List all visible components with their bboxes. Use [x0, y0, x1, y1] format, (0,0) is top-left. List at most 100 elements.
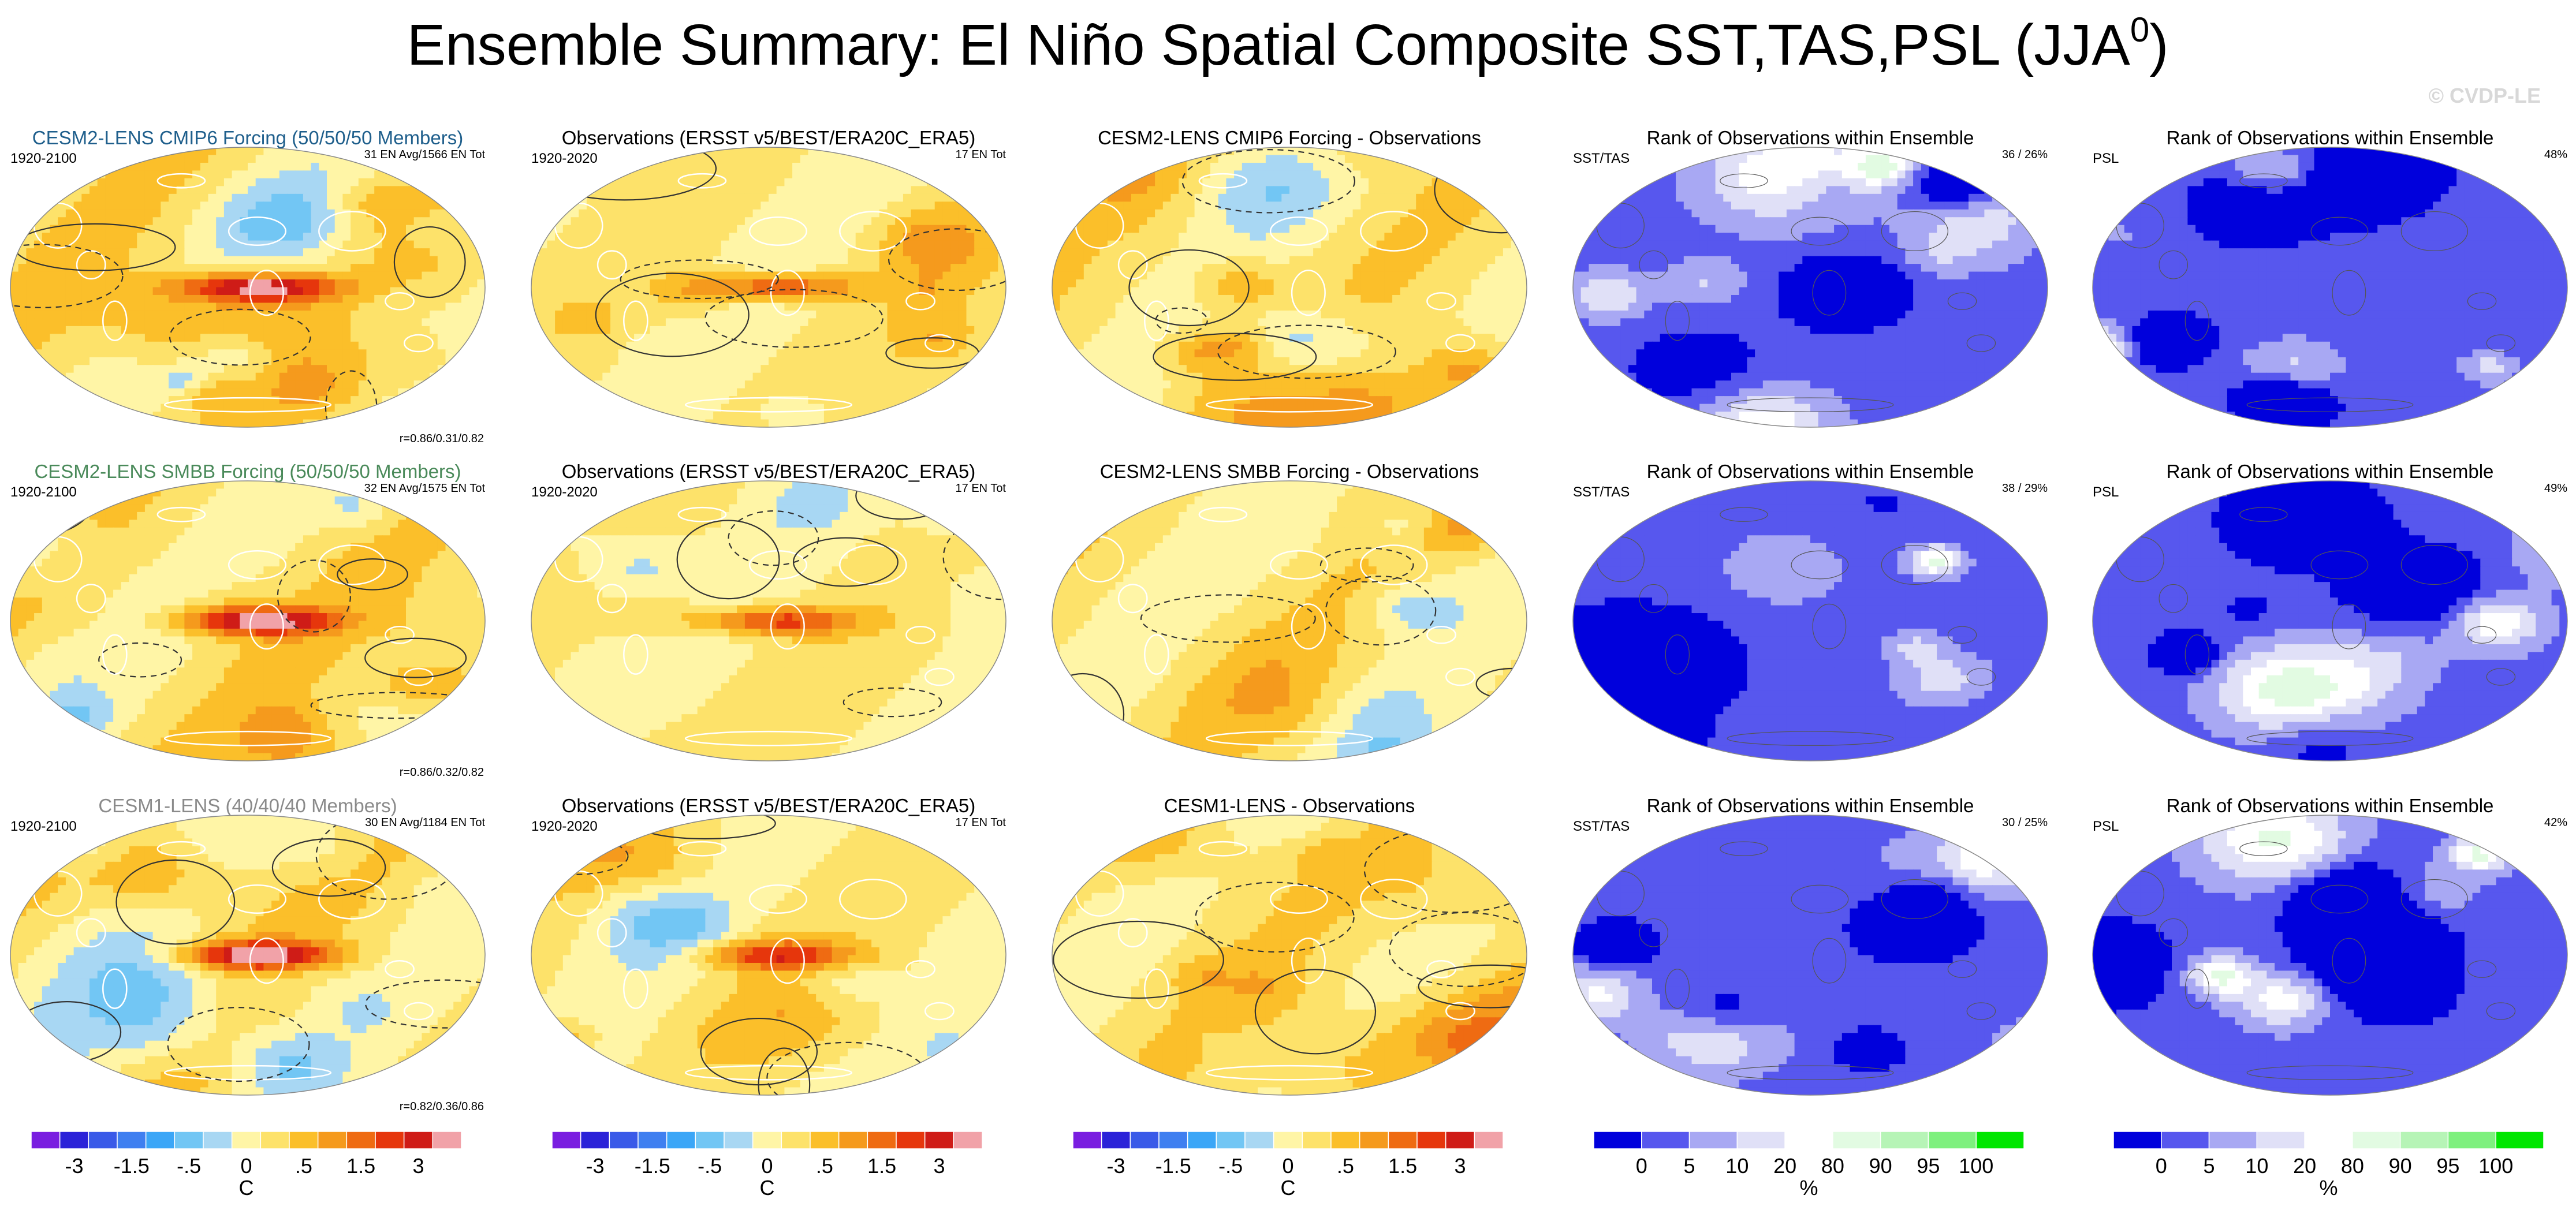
grid-cell	[240, 225, 248, 233]
grid-cell	[248, 302, 256, 311]
grid-cell	[1107, 170, 1116, 179]
grid-cell	[374, 380, 383, 389]
grid-cell	[263, 318, 272, 327]
grid-cell	[823, 155, 833, 163]
grid-cell	[382, 186, 391, 195]
grid-cell	[1107, 217, 1116, 226]
grid-cell	[903, 225, 912, 233]
grid-cell	[1305, 209, 1314, 218]
grid-cell	[73, 225, 82, 233]
grid-cell	[1463, 178, 1472, 186]
coastline	[684, 397, 853, 413]
grid-cell	[832, 294, 840, 304]
grid-cell	[73, 310, 82, 319]
grid-cell	[413, 326, 422, 334]
grid-cell	[840, 357, 848, 365]
grid-cell	[398, 419, 407, 427]
grid-cell	[974, 256, 983, 264]
grid-cell	[610, 240, 619, 249]
grid-cell	[271, 193, 280, 202]
grid-cell	[942, 170, 951, 179]
grid-cell	[1068, 193, 1076, 202]
grid-cell	[406, 318, 415, 327]
grid-cell	[539, 341, 547, 350]
grid-cell	[90, 419, 98, 427]
grid-cell	[539, 302, 547, 311]
grid-cell	[129, 341, 137, 350]
grid-cell	[966, 287, 975, 296]
grid-cell	[547, 404, 556, 412]
grid-cell	[437, 310, 446, 319]
grid-cell	[461, 302, 470, 311]
grid-cell	[1384, 170, 1393, 179]
grid-cell	[808, 248, 817, 257]
grid-cell	[200, 248, 209, 257]
grid-cell	[390, 233, 398, 241]
grid-cell	[144, 186, 154, 195]
grid-cell	[97, 357, 106, 365]
grid-cell	[240, 155, 248, 163]
grid-cell	[539, 380, 547, 389]
grid-cell	[303, 357, 312, 365]
grid-cell	[729, 248, 737, 257]
grid-cell	[982, 178, 991, 186]
grid-cell	[658, 240, 666, 249]
grid-cell	[792, 349, 801, 358]
grid-cell	[1503, 178, 1512, 186]
grid-cell	[81, 155, 90, 163]
grid-cell	[840, 302, 848, 311]
grid-cell	[382, 240, 391, 249]
grid-cell	[934, 225, 943, 233]
grid-cell	[334, 396, 343, 405]
grid-cell	[105, 404, 114, 412]
grid-cell	[752, 326, 761, 334]
grid-cell	[1376, 170, 1385, 179]
grid-cell	[327, 178, 335, 186]
grid-cell	[823, 349, 833, 358]
grid-cell	[547, 412, 556, 420]
grid-cell	[1060, 193, 1068, 202]
grid-cell	[144, 318, 154, 327]
grid-cell	[673, 147, 682, 156]
grid-cell	[990, 419, 998, 427]
grid-cell	[974, 271, 983, 280]
grid-cell	[594, 372, 603, 381]
grid-cell	[382, 357, 391, 365]
grid-cell	[271, 372, 280, 381]
grid-cell	[579, 233, 587, 241]
grid-cell	[113, 302, 122, 311]
grid-cell	[602, 201, 611, 210]
grid-cell	[642, 310, 651, 319]
grid-cell	[58, 271, 66, 280]
grid-cell	[713, 388, 722, 397]
grid-cell	[562, 302, 572, 311]
grid-cell	[823, 178, 833, 186]
grid-cell	[808, 326, 817, 334]
grid-cell	[240, 357, 248, 365]
grid-cell	[697, 372, 706, 381]
grid-cell	[81, 287, 90, 296]
grid-cell	[911, 404, 919, 412]
grid-cell	[863, 217, 872, 226]
grid-cell	[105, 326, 114, 334]
grid-cell	[673, 326, 682, 334]
grid-cell	[705, 380, 714, 389]
grid-cell	[808, 271, 817, 280]
grid-cell	[769, 372, 777, 381]
grid-cell	[761, 326, 769, 334]
grid-cell	[469, 217, 478, 226]
grid-cell	[1519, 193, 1527, 202]
grid-cell	[950, 287, 959, 296]
grid-cell	[610, 256, 619, 264]
grid-cell	[1408, 201, 1416, 210]
grid-cell	[705, 155, 714, 163]
grid-cell	[729, 318, 737, 327]
grid-cell	[816, 162, 825, 171]
grid-cell	[626, 388, 635, 397]
grid-cell	[871, 264, 880, 272]
grid-cell	[602, 170, 611, 179]
grid-cell	[769, 326, 777, 334]
grid-cell	[974, 341, 983, 350]
grid-cell	[713, 302, 722, 311]
grid-cell	[351, 201, 359, 210]
